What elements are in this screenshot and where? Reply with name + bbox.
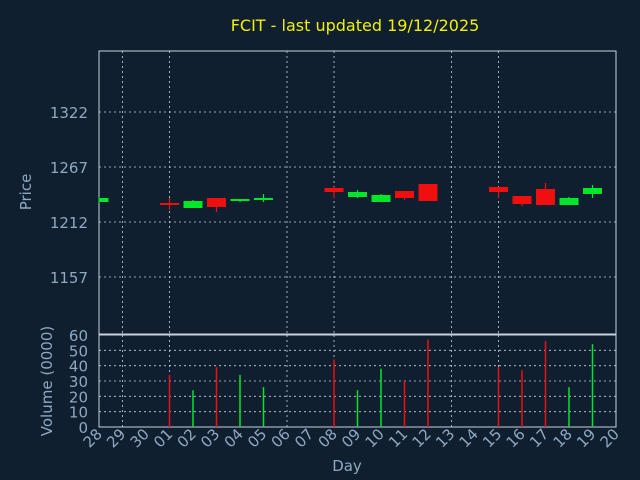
volume-tick-label: 10 [69, 404, 88, 422]
day-tick-label: 01 [150, 425, 176, 451]
day-tick-label: 10 [362, 425, 388, 451]
day-tick-label: 12 [409, 425, 435, 451]
candle-body [512, 196, 532, 204]
volume-tick-label: 20 [69, 388, 88, 406]
volume-tick-label: 50 [69, 342, 88, 360]
volume-tick-label: 40 [69, 358, 88, 376]
candle-body [371, 195, 391, 202]
candle-body [489, 187, 508, 192]
day-tick-label: 03 [197, 425, 223, 451]
candle-body [395, 191, 414, 198]
day-tick-label: 09 [338, 425, 364, 451]
day-tick-label: 11 [385, 425, 411, 451]
day-tick-label: 30 [127, 425, 153, 451]
day-tick-label: 04 [221, 425, 247, 451]
day-tick-label: 15 [479, 425, 505, 451]
candle-body [559, 198, 579, 205]
day-tick-label: 05 [244, 425, 270, 451]
volume-tick-label: 30 [69, 373, 88, 391]
candle-body [536, 189, 555, 205]
day-tick-label: 29 [103, 425, 129, 451]
candle-body [324, 188, 344, 192]
candle-body [230, 199, 250, 201]
volume-axis-label: Volume (0000) [38, 326, 56, 436]
candle-body [160, 203, 179, 205]
day-tick-label: 02 [174, 425, 200, 451]
day-axis-label: Day [332, 457, 362, 475]
day-tick-label: 08 [315, 425, 341, 451]
volume-tick-label: 60 [69, 327, 88, 345]
candle-body [583, 188, 602, 194]
price-tick-label: 1157 [50, 269, 88, 287]
price-tick-label: 1212 [50, 214, 88, 232]
day-tick-label: 16 [503, 425, 529, 451]
day-tick-label: 17 [526, 425, 552, 451]
candle-body [254, 198, 273, 200]
day-tick-label: 07 [291, 425, 317, 451]
candle-body [183, 201, 203, 208]
candle-body [99, 198, 109, 202]
price-tick-label: 1267 [50, 159, 88, 177]
day-tick-label: 20 [597, 425, 623, 451]
candle-body [418, 184, 438, 201]
price-tick-label: 1322 [50, 104, 88, 122]
candle-body [207, 198, 226, 207]
volume-tick-label: 0 [78, 419, 88, 437]
day-tick-label: 14 [456, 425, 482, 451]
price-axis-label: Price [17, 174, 35, 211]
candle-body [348, 192, 367, 197]
day-tick-label: 06 [268, 425, 294, 451]
day-tick-label: 13 [432, 425, 458, 451]
day-tick-label: 18 [550, 425, 576, 451]
chart-title: FCIT - last updated 19/12/2025 [231, 16, 480, 35]
day-tick-label: 19 [573, 425, 599, 451]
